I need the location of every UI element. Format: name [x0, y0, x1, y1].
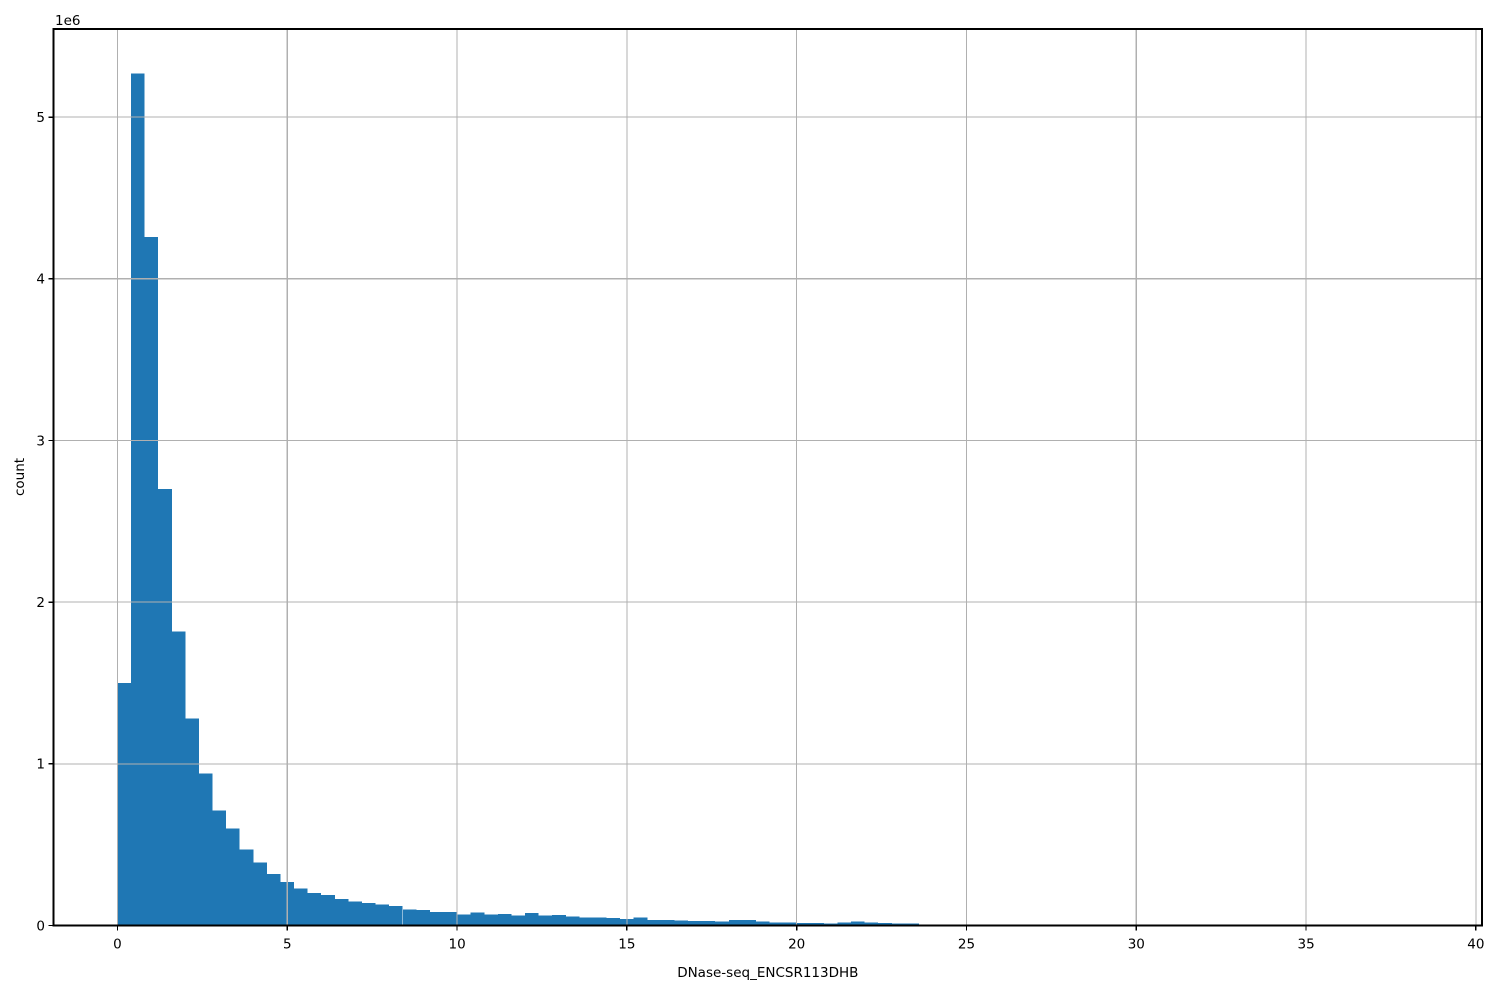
histogram-bar [647, 919, 661, 926]
histogram-bar [131, 73, 145, 926]
histogram-bar [565, 916, 580, 926]
histogram-bar [389, 906, 403, 926]
x-tick-label: 30 [1128, 937, 1145, 953]
histogram-bar [878, 923, 892, 926]
histogram-bar [579, 917, 593, 926]
y-tick-label: 0 [36, 918, 45, 934]
histogram-bar [158, 488, 172, 926]
histogram-bar [660, 919, 675, 926]
histogram-bar [470, 912, 485, 926]
histogram-bar [606, 918, 621, 926]
histogram-bar [497, 913, 512, 926]
x-axis-label: DNase-seq_ENCSR113DHB [677, 965, 858, 981]
histogram-bar [810, 923, 824, 926]
histogram-bar [443, 912, 458, 926]
y-tick-label: 1 [36, 757, 45, 773]
histogram-bar [253, 862, 267, 926]
histogram-bar [701, 921, 716, 926]
y-axis-offset-label: 1e6 [55, 13, 80, 29]
histogram-bar [484, 914, 498, 926]
x-tick-label: 25 [958, 937, 975, 953]
histogram-bar [375, 904, 390, 926]
histogram-bar [755, 921, 770, 926]
y-axis-label: count [12, 458, 28, 496]
histogram-bar [212, 810, 227, 926]
histogram-bar [511, 915, 525, 926]
histogram-bar [728, 919, 743, 926]
histogram-bar [429, 911, 444, 926]
ticks-layer [48, 116, 1477, 931]
histogram-bar [266, 873, 281, 926]
histogram-bar [742, 920, 756, 926]
histogram-bar [837, 922, 852, 926]
histogram-bar [769, 922, 784, 926]
tick-labels-layer: 0 5 10 15 20 25 30 35 40 0 1 2 3 4 5 [36, 110, 1484, 953]
histogram-bar [117, 682, 132, 926]
axes-frame [52, 28, 1483, 927]
histogram-bar [416, 910, 430, 926]
x-tick-label: 0 [113, 937, 122, 953]
histogram-bar [348, 901, 362, 926]
histogram-bar [402, 909, 417, 926]
histogram-bar [198, 773, 213, 926]
x-tick-label: 40 [1467, 937, 1484, 953]
histogram-bar [891, 923, 906, 926]
histogram-bar [552, 914, 566, 926]
y-tick-label: 4 [36, 272, 45, 288]
histogram-bar [905, 923, 919, 926]
histogram-bar [457, 914, 471, 926]
histogram-bar [674, 920, 689, 926]
plot-area-background [53, 29, 1482, 926]
x-tick-label: 5 [283, 937, 292, 953]
y-tick-label: 2 [36, 595, 45, 611]
histogram-bar [715, 921, 729, 926]
x-tick-label: 10 [448, 937, 465, 953]
histogram-bar [633, 917, 648, 926]
x-tick-label: 35 [1297, 937, 1314, 953]
histogram-bar [321, 894, 335, 926]
histogram-bar [851, 921, 865, 926]
histogram-bar [361, 902, 376, 926]
histogram-bar [783, 922, 797, 926]
x-tick-label: 20 [788, 937, 805, 953]
histogram-bar [307, 893, 322, 926]
histogram-bar [796, 923, 811, 926]
histogram-bar [294, 888, 308, 926]
bars-layer [117, 73, 919, 926]
histogram-bar [864, 922, 879, 926]
histogram-bar [823, 923, 838, 926]
histogram-bar [185, 718, 199, 926]
y-tick-label: 3 [36, 433, 45, 449]
histogram-bar [592, 917, 607, 926]
histogram-bar [144, 236, 159, 926]
histogram-bar [334, 898, 349, 926]
histogram-bar [538, 915, 553, 926]
histogram-bar [171, 631, 186, 926]
histogram-bar [226, 828, 240, 926]
histogram-bar [239, 849, 254, 926]
histogram-bar [525, 913, 539, 926]
histogram-bar [688, 921, 702, 926]
y-tick-label: 5 [36, 110, 45, 126]
x-tick-label: 15 [618, 937, 635, 953]
